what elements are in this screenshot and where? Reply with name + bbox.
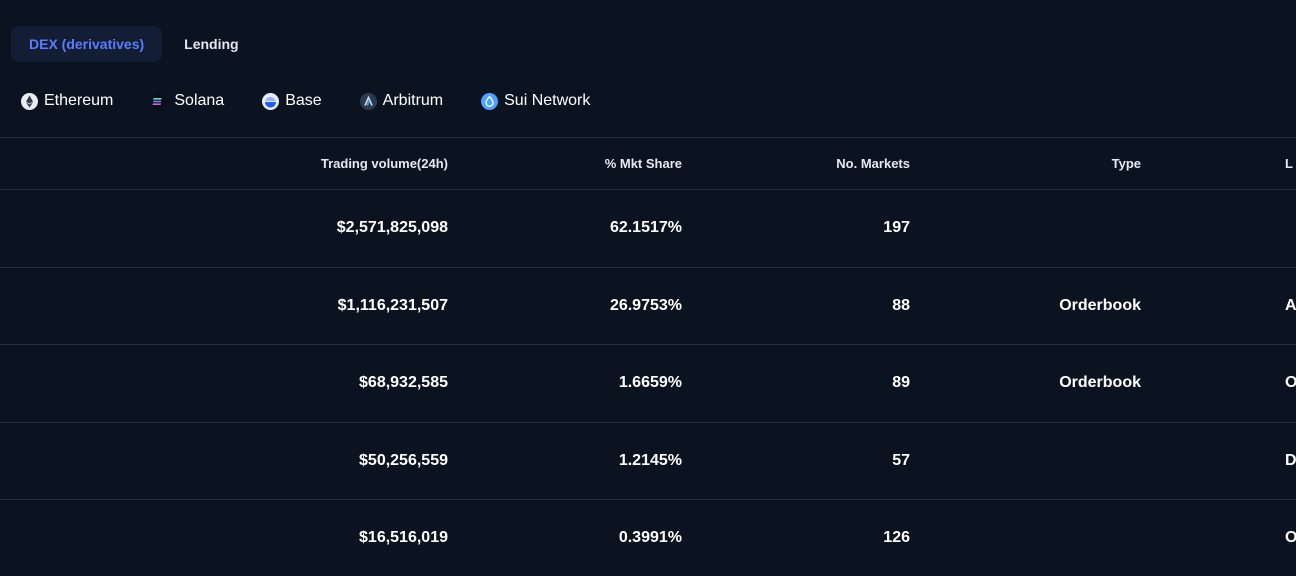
cell-type: Orderbook bbox=[1059, 296, 1141, 314]
cell-volume: $2,571,825,098 bbox=[336, 219, 448, 237]
tab-dex-derivatives[interactable]: DEX (derivatives) bbox=[11, 26, 163, 62]
cell-share: 1.2145% bbox=[618, 451, 682, 469]
chain-solana-label: Solana bbox=[174, 92, 225, 109]
cell-markets: 126 bbox=[883, 529, 910, 547]
cell-markets: 89 bbox=[892, 374, 910, 392]
chain-sui[interactable]: Sui Network bbox=[481, 88, 590, 114]
table-row[interactable]: $50,256,559 1.2145% 57 D bbox=[0, 421, 1296, 500]
cell-truncated: O bbox=[1285, 529, 1296, 547]
cell-volume: $16,516,019 bbox=[359, 529, 448, 547]
category-tabs: DEX (derivatives) Lending bbox=[11, 26, 257, 62]
tab-lending[interactable]: Lending bbox=[184, 36, 239, 52]
cell-share: 62.1517% bbox=[609, 219, 682, 237]
cell-share: 1.6659% bbox=[618, 374, 682, 392]
col-trading-volume[interactable]: Trading volume(24h) bbox=[320, 156, 448, 171]
cell-type: Orderbook bbox=[1059, 374, 1141, 392]
table-row[interactable]: $2,571,825,098 62.1517% 197 bbox=[0, 189, 1296, 267]
table-row[interactable]: $16,516,019 0.3991% 126 O bbox=[0, 499, 1296, 576]
chain-base[interactable]: Base bbox=[262, 88, 322, 114]
cell-markets: 57 bbox=[892, 451, 910, 469]
col-market-share[interactable]: % Mkt Share bbox=[604, 156, 682, 171]
chain-arbitrum-label: Arbitrum bbox=[382, 92, 444, 109]
chain-filter: Ethereum Solana Base bbox=[21, 88, 628, 114]
cell-share: 26.9753% bbox=[609, 296, 682, 314]
cell-volume: $50,256,559 bbox=[359, 451, 448, 469]
solana-icon bbox=[151, 92, 169, 110]
chain-ethereum-label: Ethereum bbox=[44, 92, 114, 109]
cell-markets: 88 bbox=[892, 296, 910, 314]
chain-arbitrum[interactable]: Arbitrum bbox=[359, 88, 444, 114]
cell-truncated: A bbox=[1285, 296, 1296, 314]
table-row[interactable]: $1,116,231,507 26.9753% 88 Orderbook A bbox=[0, 266, 1296, 345]
table-row[interactable]: $68,932,585 1.6659% 89 Orderbook O bbox=[0, 344, 1296, 422]
sui-icon bbox=[481, 92, 499, 110]
table-header: Trading volume(24h) % Mkt Share No. Mark… bbox=[0, 137, 1296, 189]
cell-markets: 197 bbox=[883, 219, 910, 237]
ethereum-icon bbox=[21, 92, 38, 110]
arbitrum-icon bbox=[359, 92, 377, 110]
chain-solana[interactable]: Solana bbox=[151, 88, 224, 114]
col-truncated[interactable]: L bbox=[1285, 156, 1293, 171]
cell-volume: $1,116,231,507 bbox=[337, 296, 448, 314]
base-icon bbox=[262, 92, 280, 110]
cell-volume: $68,932,585 bbox=[359, 374, 448, 392]
col-type[interactable]: Type bbox=[1111, 156, 1141, 171]
chain-sui-label: Sui Network bbox=[504, 92, 591, 109]
dex-table: Trading volume(24h) % Mkt Share No. Mark… bbox=[0, 137, 1296, 576]
chain-base-label: Base bbox=[285, 92, 322, 109]
cell-truncated: D bbox=[1285, 451, 1296, 469]
col-markets[interactable]: No. Markets bbox=[836, 156, 910, 171]
chain-ethereum[interactable]: Ethereum bbox=[21, 88, 113, 114]
cell-share: 0.3991% bbox=[618, 529, 682, 547]
cell-truncated: O bbox=[1285, 374, 1296, 392]
